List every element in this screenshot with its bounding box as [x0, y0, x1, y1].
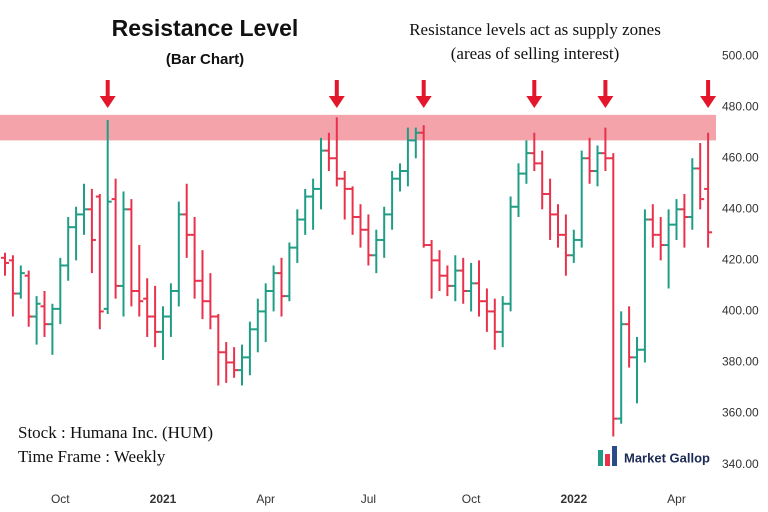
chart-title: Resistance Level — [112, 15, 299, 41]
logo-bar — [612, 446, 617, 466]
x-tick-label: Oct — [51, 492, 70, 506]
chart-subtitle: (Bar Chart) — [166, 51, 244, 68]
logo-bar — [605, 454, 610, 466]
resistance-zone-layer — [0, 114, 716, 141]
info-line: Time Frame : Weekly — [18, 447, 166, 466]
arrow-head — [597, 96, 614, 108]
info-line: Stock : Humana Inc. (HUM) — [18, 423, 213, 442]
plot — [1, 117, 713, 437]
annotation-line: (areas of selling interest) — [451, 44, 620, 63]
x-tick-label: Apr — [256, 492, 275, 506]
x-tick-label: Apr — [667, 492, 686, 506]
y-tick-label: 360.00 — [722, 406, 759, 420]
brand-name: Market Gallop — [624, 450, 710, 465]
arrow-head — [99, 96, 116, 108]
y-tick-label: 500.00 — [722, 48, 759, 62]
y-tick-label: 460.00 — [722, 150, 759, 164]
y-tick-label: 400.00 — [722, 304, 759, 318]
y-tick-label: 440.00 — [722, 201, 759, 215]
y-tick-label: 420.00 — [722, 253, 759, 267]
resistance-zone — [0, 114, 716, 141]
y-tick-label: 380.00 — [722, 355, 759, 369]
y-tick-label: 340.00 — [722, 457, 759, 471]
arrow-head — [328, 96, 345, 108]
brand-logo: Market Gallop — [598, 446, 710, 466]
x-tick-label: 2022 — [560, 492, 587, 506]
x-tick-label: Oct — [462, 492, 481, 506]
arrow-head — [700, 96, 717, 108]
x-tick-label: Jul — [361, 492, 376, 506]
arrow-head — [526, 96, 543, 108]
annotation-line: Resistance levels act as supply zones — [409, 20, 661, 39]
arrow-head — [415, 96, 432, 108]
logo-bar — [598, 450, 603, 466]
y-tick-label: 480.00 — [722, 99, 759, 113]
x-tick-label: 2021 — [150, 492, 177, 506]
